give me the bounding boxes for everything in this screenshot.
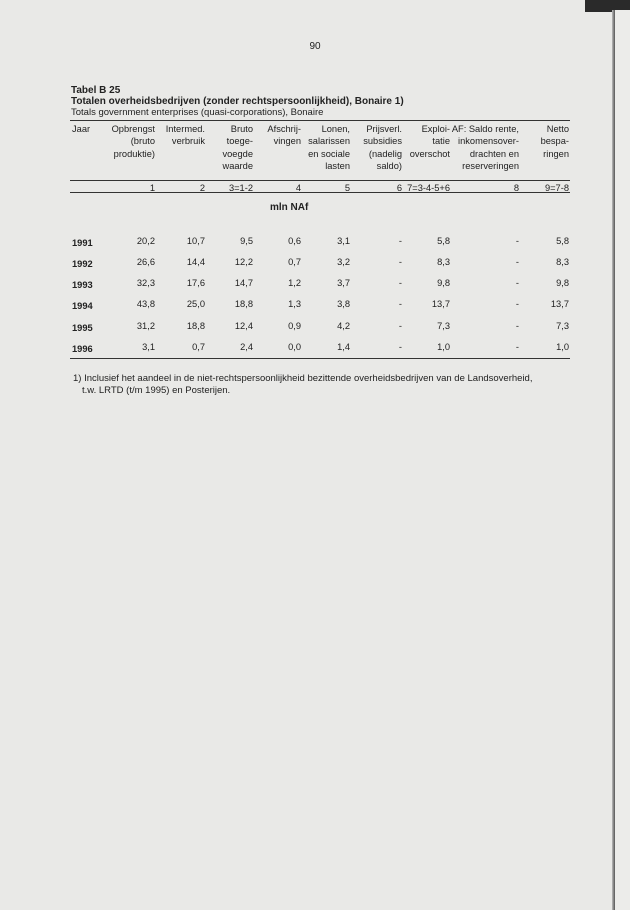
table-cell: 17,6: [186, 278, 205, 288]
footnote-line-1: 1) Inclusief het aandeel in de niet-rech…: [73, 373, 533, 384]
table-cell: 3,8: [337, 299, 350, 309]
table-cell: 1,0: [556, 342, 569, 352]
table-cell: -: [515, 321, 519, 331]
column-header: AF: Saldo rente, inkomensover- drachten …: [451, 124, 519, 171]
table-cell: 3,2: [337, 257, 350, 267]
table-cell: 14,7: [234, 278, 253, 288]
table-cell: -: [398, 342, 402, 352]
footnote-line-2: t.w. LRTD (t/m 1995) en Posterijen.: [82, 385, 231, 396]
table-cell: 7,3: [556, 321, 569, 331]
table-cell: 0,7: [288, 257, 301, 267]
table-cell: 20,2: [136, 236, 155, 246]
table-cell: -: [398, 278, 402, 288]
table-cell: 9,8: [556, 278, 569, 288]
table-cell: 1,0: [437, 342, 450, 352]
table-subtitle: Totals government enterprises (quasi-cor…: [71, 107, 324, 118]
table-cell: 9,8: [437, 278, 450, 288]
row-year: 1992: [72, 259, 93, 269]
row-year: 1996: [72, 344, 93, 354]
table-cell: 0,6: [288, 236, 301, 246]
table-cell: -: [515, 257, 519, 267]
unit-label: mln NAf: [270, 202, 309, 213]
table-cell: 8,3: [556, 257, 569, 267]
table-number: Tabel B 25: [71, 85, 121, 96]
column-header: Opbrengst (bruto produktie): [111, 124, 155, 159]
table-cell: 31,2: [136, 321, 155, 331]
column-header: Netto bespa- ringen: [540, 124, 569, 159]
table-cell: -: [515, 236, 519, 246]
column-header: Afschrij- vingen: [267, 124, 301, 147]
table-title: Totalen overheidsbedrijven (zonder recht…: [71, 96, 404, 107]
table-cell: -: [515, 342, 519, 352]
table-cell: 25,0: [186, 299, 205, 309]
table-cell: 32,3: [136, 278, 155, 288]
table-cell: 43,8: [136, 299, 155, 309]
column-number: 1: [149, 183, 155, 193]
column-number-rule: [70, 192, 570, 194]
page-edge-shadow: [612, 10, 615, 910]
column-number: 9=7-8: [544, 183, 569, 193]
table-top-rule: [70, 120, 570, 122]
column-header: Bruto toege- voegde waarde: [222, 124, 253, 171]
table-cell: 1,2: [288, 278, 301, 288]
column-header: Lonen, salarissen en sociale lasten: [308, 124, 350, 171]
table-cell: 3,1: [337, 236, 350, 246]
column-header: Prijsverl. subsidies (nadelig saldo): [363, 124, 402, 171]
row-year: 1993: [72, 280, 93, 290]
table-cell: -: [398, 236, 402, 246]
table-cell: 7,3: [437, 321, 450, 331]
table-cell: 0,7: [192, 342, 205, 352]
table-cell: 18,8: [186, 321, 205, 331]
header-rule: [70, 180, 570, 182]
table-cell: -: [398, 299, 402, 309]
row-year: 1991: [72, 238, 93, 248]
table-cell: 12,4: [234, 321, 253, 331]
table-cell: 18,8: [234, 299, 253, 309]
scan-shadow-top: [585, 0, 630, 12]
table-cell: 4,2: [337, 321, 350, 331]
table-cell: 5,8: [437, 236, 450, 246]
column-number: 8: [513, 183, 519, 193]
table-cell: 8,3: [437, 257, 450, 267]
scan-margin: [615, 10, 630, 910]
table-cell: 13,7: [431, 299, 450, 309]
row-year: 1995: [72, 323, 93, 333]
table-cell: 0,9: [288, 321, 301, 331]
table-cell: 1,4: [337, 342, 350, 352]
column-number: 7=3-4-5+6: [407, 183, 450, 193]
row-year: 1994: [72, 301, 93, 311]
table-cell: -: [515, 278, 519, 288]
page-number: 90: [309, 41, 321, 52]
table-cell: 5,8: [556, 236, 569, 246]
table-cell: -: [398, 321, 402, 331]
table-cell: 1,3: [288, 299, 301, 309]
table-cell: 3,1: [142, 342, 155, 352]
table-cell: 12,2: [234, 257, 253, 267]
column-header: Jaar: [72, 124, 91, 134]
column-header: Intermed. verbruik: [165, 124, 205, 147]
table-cell: 10,7: [186, 236, 205, 246]
table-bottom-rule: [70, 358, 570, 360]
table-cell: 9,5: [240, 236, 253, 246]
table-cell: -: [398, 257, 402, 267]
table-cell: 26,6: [136, 257, 155, 267]
column-number: 6: [396, 183, 402, 193]
table-cell: 14,4: [186, 257, 205, 267]
table-cell: 3,7: [337, 278, 350, 288]
table-cell: 2,4: [240, 342, 253, 352]
column-header: Exploi- tatie overschot: [409, 124, 450, 159]
column-number: 5: [344, 183, 350, 193]
table-cell: 0,0: [288, 342, 301, 352]
column-number: 3=1-2: [228, 183, 253, 193]
column-number: 2: [199, 183, 205, 193]
column-number: 4: [295, 183, 301, 193]
table-cell: 13,7: [550, 299, 569, 309]
table-cell: -: [515, 299, 519, 309]
